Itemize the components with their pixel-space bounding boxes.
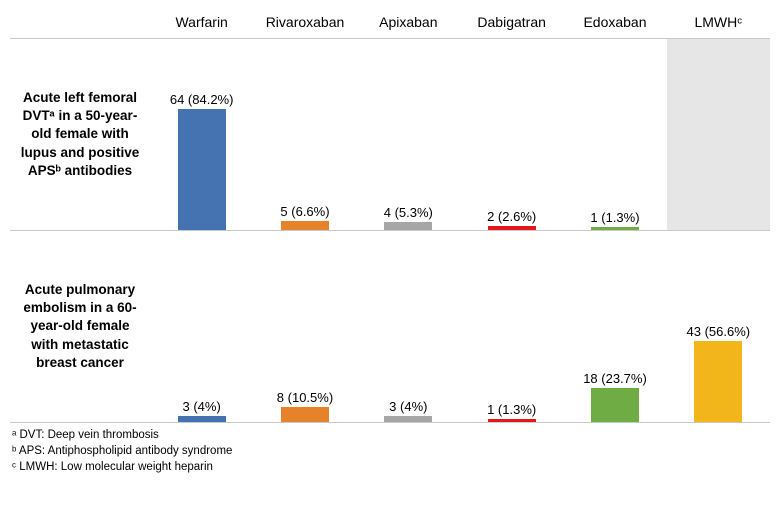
bar-wrap: 2 (2.6%) — [460, 209, 563, 230]
cell: 43 (56.6%) — [667, 230, 770, 422]
bar-wrap: 3 (4%) — [150, 399, 253, 422]
bar-wrap: 5 (6.6%) — [253, 204, 356, 230]
bar-label: 3 (4%) — [183, 399, 221, 414]
cell: 64 (84.2%) — [150, 38, 253, 230]
bar-wrap: 43 (56.6%) — [667, 324, 770, 422]
cell: 1 (1.3%) — [563, 38, 666, 230]
bar-label: 64 (84.2%) — [170, 92, 234, 107]
row-label: Acute left femoral DVTᵃ in a 50-year-old… — [10, 38, 150, 230]
bar — [694, 341, 742, 422]
bar — [591, 388, 639, 422]
footnote: ᶜ LMWH: Low molecular weight heparin — [12, 459, 768, 475]
cell: 2 (2.6%) — [460, 38, 563, 230]
chart-container: WarfarinRivaroxabanApixabanDabigatranEdo… — [0, 0, 780, 481]
bar — [384, 416, 432, 422]
bar-wrap: 3 (4%) — [357, 399, 460, 422]
bar-wrap: 64 (84.2%) — [150, 92, 253, 230]
cell: 8 (10.5%) — [253, 230, 356, 422]
bar-label: 2 (2.6%) — [487, 209, 536, 224]
bar — [178, 109, 226, 230]
bar-label: 8 (10.5%) — [277, 390, 333, 405]
col-header: Dabigatran — [460, 8, 563, 38]
bar-wrap: 1 (1.3%) — [460, 402, 563, 422]
col-header: Warfarin — [150, 8, 253, 38]
col-header: LMWHᶜ — [667, 8, 770, 38]
footnote: ᵇ APS: Antiphospholipid antibody syndrom… — [12, 443, 768, 459]
cell: 3 (4%) — [357, 230, 460, 422]
cell: 1 (1.3%) — [460, 230, 563, 422]
cell: 4 (5.3%) — [357, 38, 460, 230]
bar-wrap: 1 (1.3%) — [563, 210, 666, 230]
bar-label: 5 (6.6%) — [280, 204, 329, 219]
header-blank — [10, 8, 150, 38]
cell: 3 (4%) — [150, 230, 253, 422]
bar — [488, 419, 536, 422]
bar — [178, 416, 226, 422]
chart-grid: WarfarinRivaroxabanApixabanDabigatranEdo… — [10, 8, 770, 423]
bar — [384, 222, 432, 230]
footnote: ᵃ DVT: Deep vein thrombosis — [12, 427, 768, 443]
bar-label: 43 (56.6%) — [687, 324, 751, 339]
col-header: Apixaban — [357, 8, 460, 38]
cell-na — [667, 38, 770, 230]
col-header: Edoxaban — [563, 8, 666, 38]
bar-label: 1 (1.3%) — [590, 210, 639, 225]
cell: 18 (23.7%) — [563, 230, 666, 422]
col-header: Rivaroxaban — [253, 8, 356, 38]
bar-wrap: 18 (23.7%) — [563, 371, 666, 422]
bar-wrap: 4 (5.3%) — [357, 205, 460, 230]
bar-label: 18 (23.7%) — [583, 371, 647, 386]
bar-label: 1 (1.3%) — [487, 402, 536, 417]
cell: 5 (6.6%) — [253, 38, 356, 230]
row-label: Acute pulmonary embolism in a 60-year-ol… — [10, 230, 150, 422]
footnotes: ᵃ DVT: Deep vein thrombosisᵇ APS: Antiph… — [10, 423, 770, 475]
bar-wrap: 8 (10.5%) — [253, 390, 356, 422]
bar-label: 3 (4%) — [389, 399, 427, 414]
bar — [281, 407, 329, 422]
bar-label: 4 (5.3%) — [384, 205, 433, 220]
bar — [281, 221, 329, 230]
